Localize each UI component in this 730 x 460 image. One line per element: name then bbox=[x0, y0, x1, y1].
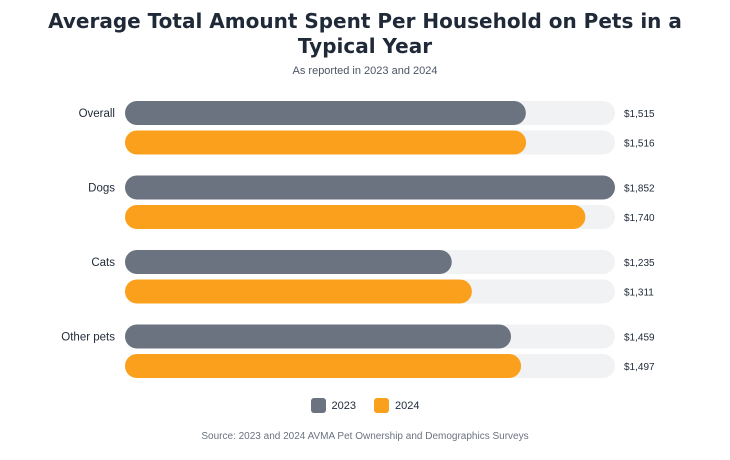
bar-cats-2024 bbox=[125, 279, 472, 304]
value-label-other-pets-2024: $1,497 bbox=[624, 362, 655, 373]
category-label-overall: Overall bbox=[79, 108, 115, 120]
value-label-cats-2023: $1,235 bbox=[624, 258, 655, 269]
value-label-other-pets-2023: $1,459 bbox=[624, 333, 655, 344]
legend: 2023 2024 bbox=[0, 398, 730, 413]
category-label-other-pets: Other pets bbox=[61, 332, 115, 344]
category-label-cats: Cats bbox=[91, 257, 115, 269]
bar-overall-2024 bbox=[125, 130, 527, 155]
legend-item-2024: 2024 bbox=[374, 398, 419, 413]
chart-title: Average Total Amount Spent Per Household… bbox=[48, 9, 682, 58]
bar-overall-2023 bbox=[125, 101, 526, 125]
chart-subtitle: As reported in 2023 and 2024 bbox=[292, 65, 438, 77]
bar-chart: Overall $1,515 $1,516 Dogs $1,852 $1,740 Cats $… bbox=[61, 101, 655, 378]
legend-item-2023: 2023 bbox=[310, 398, 356, 413]
legend-swatch-2023 bbox=[310, 398, 326, 413]
source-note: Source: 2023 and 2024 AVMA Pet Ownership… bbox=[201, 431, 529, 442]
value-label-overall-2024: $1,516 bbox=[624, 139, 655, 150]
value-label-overall-2023: $1,515 bbox=[624, 109, 655, 120]
bar-dogs-2024 bbox=[125, 205, 586, 229]
legend-label-2024: 2024 bbox=[395, 399, 420, 412]
bar-dogs-2023 bbox=[125, 175, 615, 200]
legend-swatch-2024 bbox=[374, 398, 389, 413]
bar-other-pets-2023 bbox=[125, 324, 512, 349]
value-label-dogs-2023: $1,852 bbox=[624, 184, 655, 195]
bar-cats-2023 bbox=[125, 250, 452, 274]
category-label-dogs: Dogs bbox=[88, 183, 115, 195]
value-label-cats-2024: $1,311 bbox=[624, 288, 654, 299]
legend-label-2023: 2023 bbox=[331, 399, 356, 412]
bar-other-pets-2024 bbox=[125, 354, 522, 378]
value-label-dogs-2024: $1,740 bbox=[624, 213, 655, 224]
